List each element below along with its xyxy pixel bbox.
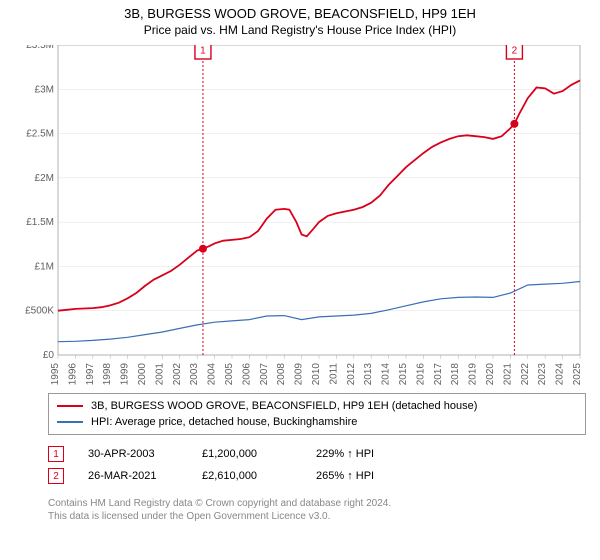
x-tick-label: 1995 — [50, 363, 61, 385]
x-tick-label: 2020 — [485, 363, 496, 385]
y-tick-label: £3M — [35, 84, 54, 95]
chart-svg: £0 £500K £1M £1.5M £2M £2.5M £3M £3.5M 1 2 1995 199… — [10, 45, 590, 385]
series-hpi — [58, 282, 580, 342]
x-tick-label: 2024 — [555, 363, 566, 385]
y-tick-label: £0 — [43, 350, 55, 361]
event-number-box: 2 — [48, 468, 64, 484]
x-tick-label: 2005 — [224, 363, 235, 385]
x-tick-label: 2007 — [259, 363, 270, 385]
y-tick-label: £3.5M — [26, 45, 54, 51]
x-tick-label: 2008 — [276, 363, 287, 385]
footer-line1: Contains HM Land Registry data © Crown c… — [48, 497, 586, 510]
x-tick-label: 2012 — [346, 363, 357, 385]
y-tick-label: £500K — [25, 306, 54, 317]
legend-swatch — [57, 421, 83, 423]
x-tick-label: 2021 — [502, 363, 513, 385]
x-tick-label: 2019 — [468, 363, 479, 385]
event-date: 30-APR-2003 — [88, 448, 178, 460]
event-row: 1 30-APR-2003 £1,200,000 229% ↑ HPI — [48, 443, 586, 465]
event-price: £2,610,000 — [202, 470, 292, 482]
x-tick-label: 2001 — [154, 363, 165, 385]
footer-attribution: Contains HM Land Registry data © Crown c… — [48, 497, 586, 523]
legend-label: HPI: Average price, detached house, Buck… — [91, 416, 357, 428]
x-tick-label: 1996 — [67, 363, 78, 385]
chart-area: £0 £500K £1M £1.5M £2M £2.5M £3M £3.5M 1 2 1995 199… — [10, 45, 590, 385]
x-tick-label: 2015 — [398, 363, 409, 385]
x-tick-label: 2017 — [433, 363, 444, 385]
event-marker-number: 2 — [512, 46, 518, 57]
x-tick-label: 2006 — [241, 363, 252, 385]
x-tick-label: 2023 — [537, 363, 548, 385]
series-property — [58, 80, 580, 310]
y-tick-label: £2M — [35, 173, 54, 184]
x-tick-label: 2004 — [207, 363, 218, 385]
x-tick-label: 2010 — [311, 363, 322, 385]
event-marker-dot — [510, 120, 518, 128]
event-date: 26-MAR-2021 — [88, 470, 178, 482]
x-tick-label: 2002 — [172, 363, 183, 385]
event-number-box: 1 — [48, 446, 64, 462]
legend-label: 3B, BURGESS WOOD GROVE, BEACONSFIELD, HP… — [91, 400, 477, 412]
event-delta: 229% ↑ HPI — [316, 448, 374, 460]
x-tick-label: 2000 — [137, 363, 148, 385]
event-marker-number: 1 — [200, 46, 206, 57]
event-row: 2 26-MAR-2021 £2,610,000 265% ↑ HPI — [48, 465, 586, 487]
x-tick-label: 2003 — [189, 363, 200, 385]
y-tick-label: £2.5M — [26, 129, 54, 140]
legend: 3B, BURGESS WOOD GROVE, BEACONSFIELD, HP… — [48, 393, 586, 435]
footer-line2: This data is licensed under the Open Gov… — [48, 510, 586, 523]
x-tick-label: 1997 — [85, 363, 96, 385]
x-tick-label: 2009 — [294, 363, 305, 385]
x-tick-label: 1998 — [102, 363, 113, 385]
legend-row: HPI: Average price, detached house, Buck… — [57, 414, 577, 430]
y-tick-label: £1M — [35, 261, 54, 272]
legend-swatch — [57, 405, 83, 407]
x-tick-label: 2013 — [363, 363, 374, 385]
x-tick-label: 2011 — [328, 363, 339, 385]
legend-row: 3B, BURGESS WOOD GROVE, BEACONSFIELD, HP… — [57, 398, 577, 414]
events-table: 1 30-APR-2003 £1,200,000 229% ↑ HPI 2 26-MAR-… — [48, 443, 586, 487]
x-tick-label: 2014 — [381, 363, 392, 385]
x-tick-label: 2022 — [520, 363, 531, 385]
y-tick-label: £1.5M — [26, 217, 54, 228]
event-price: £1,200,000 — [202, 448, 292, 460]
event-marker-dot — [199, 245, 207, 253]
x-tick-label: 2016 — [415, 363, 426, 385]
event-delta: 265% ↑ HPI — [316, 470, 374, 482]
chart-subtitle: Price paid vs. HM Land Registry's House … — [0, 23, 600, 37]
x-tick-label: 1999 — [120, 363, 131, 385]
x-tick-label: 2018 — [450, 363, 461, 385]
chart-title: 3B, BURGESS WOOD GROVE, BEACONSFIELD, HP… — [0, 6, 600, 21]
x-tick-label: 2025 — [572, 363, 583, 385]
